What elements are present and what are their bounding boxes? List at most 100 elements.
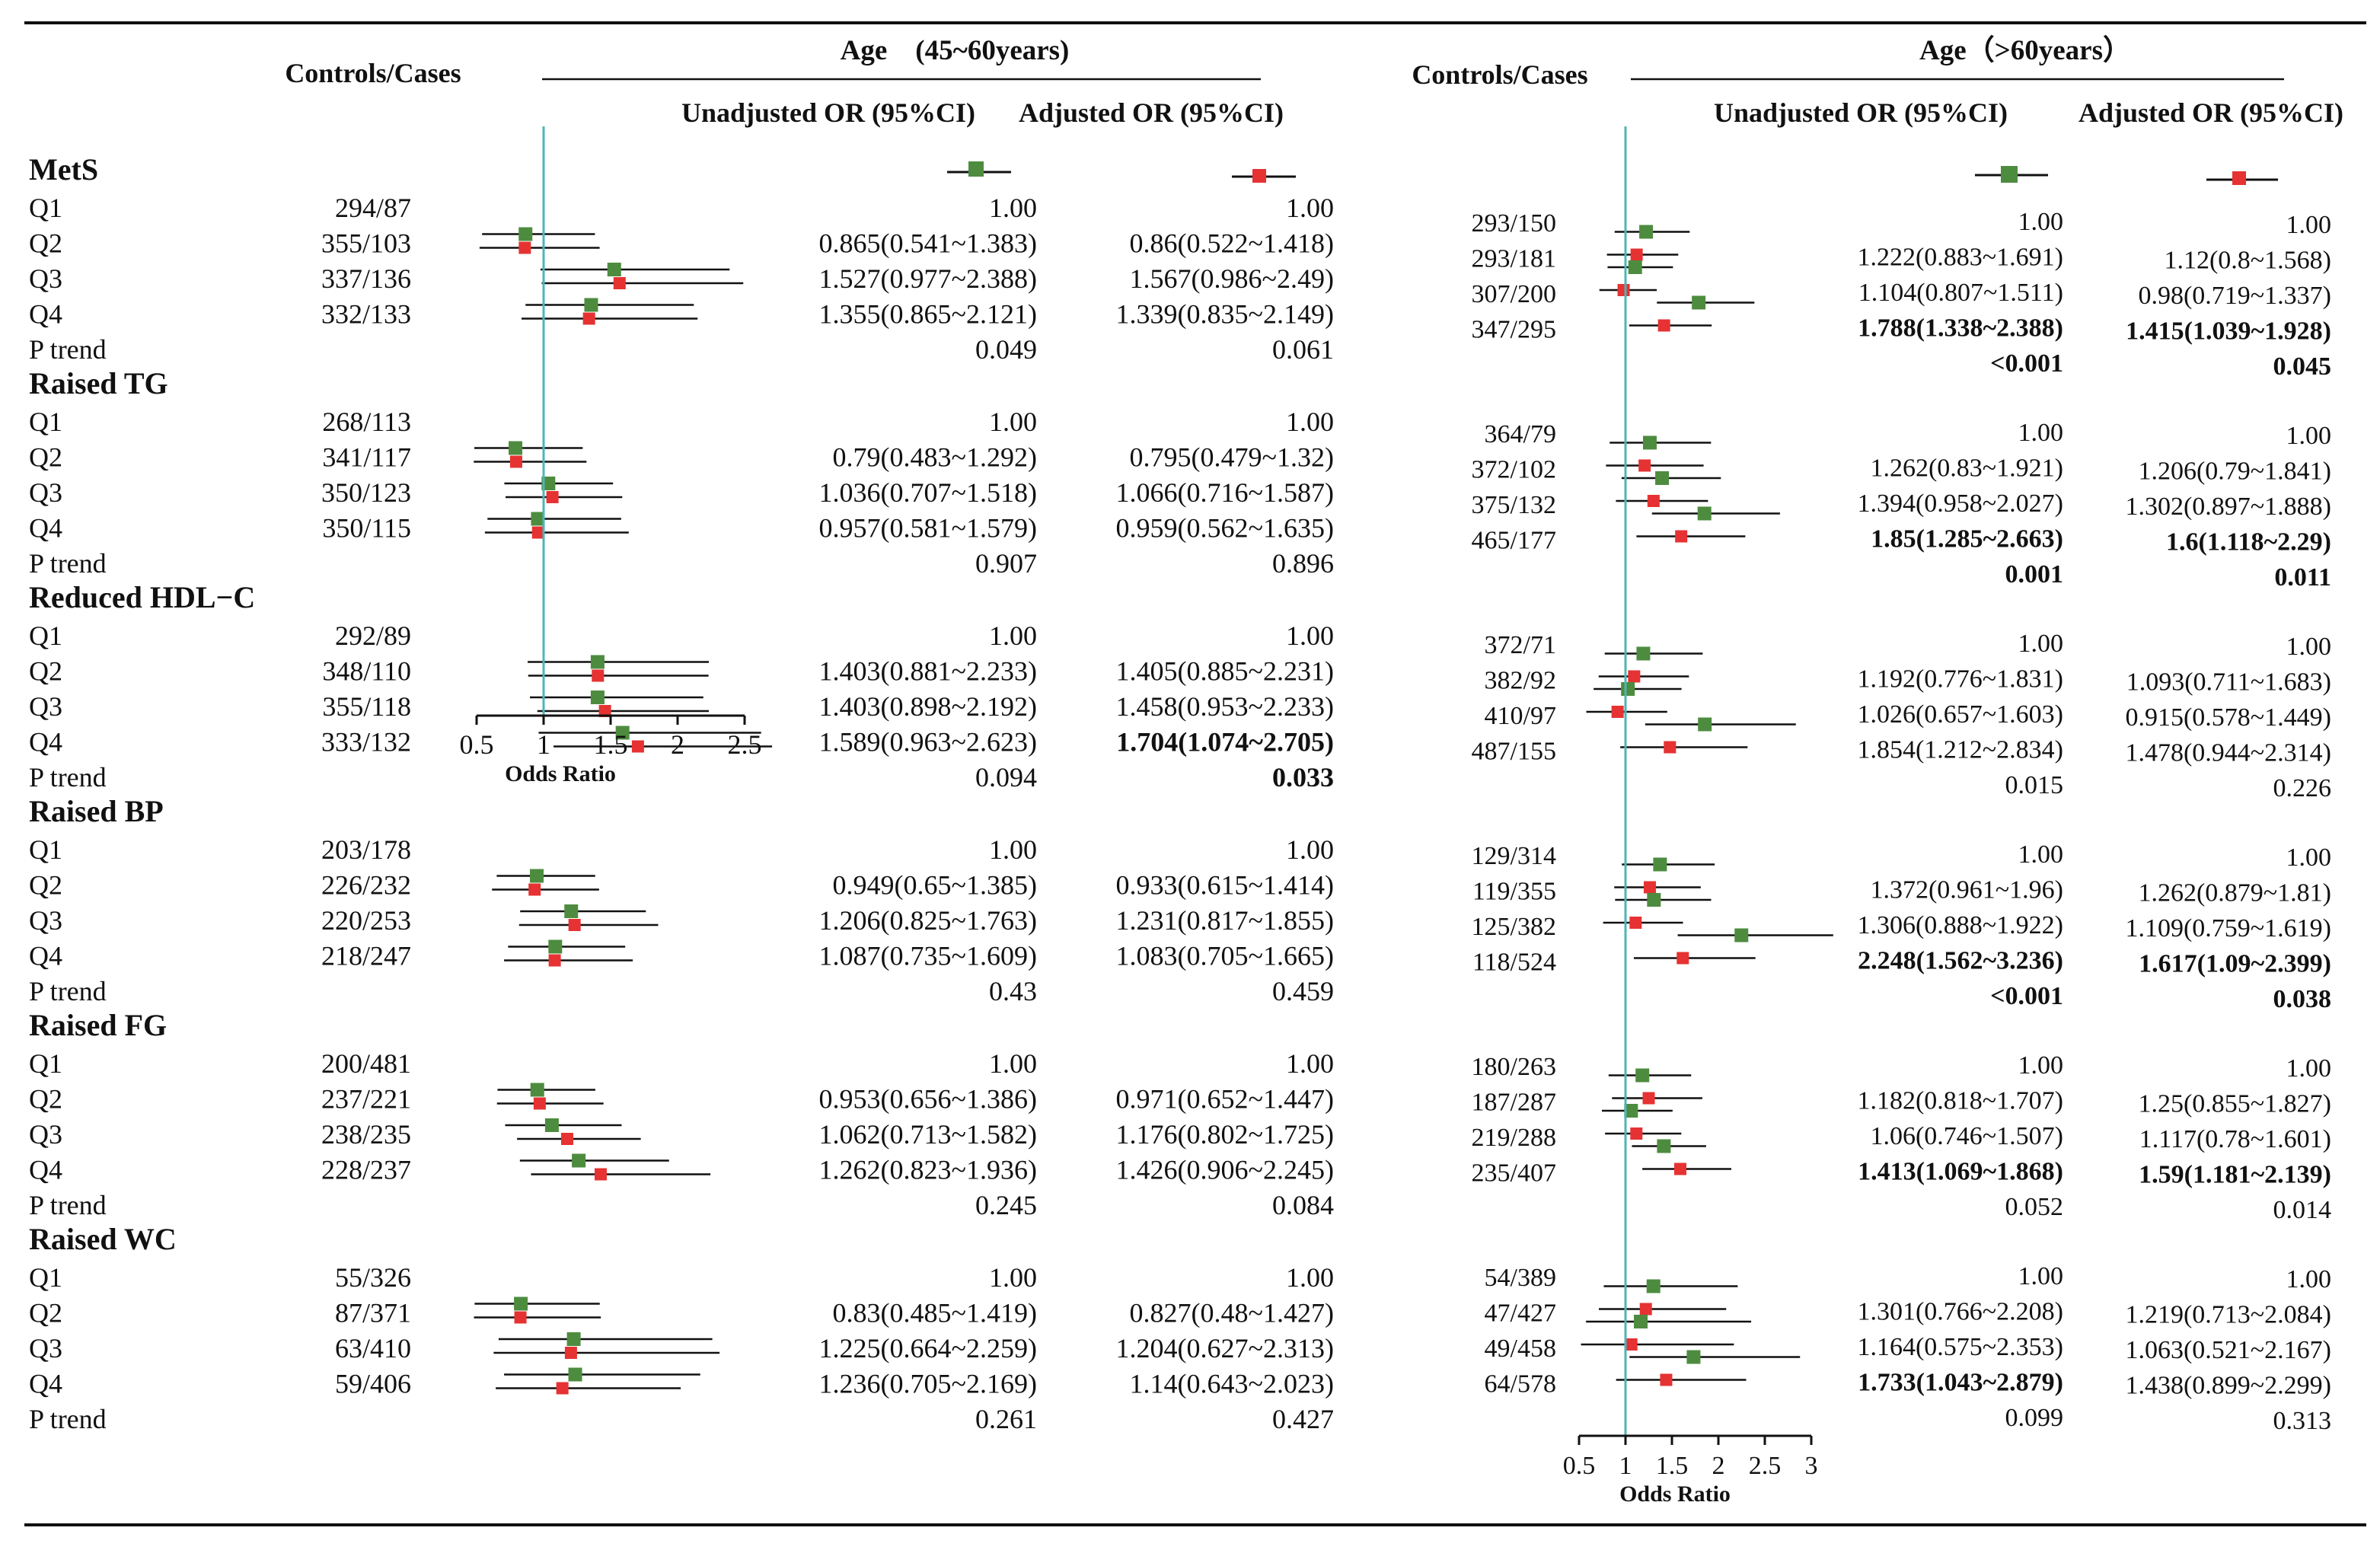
- right-x-tick-label: 1: [1619, 1452, 1632, 1480]
- right-controls-cases: 465/177: [1472, 527, 1556, 555]
- right-x-tick-label: 2.5: [1749, 1452, 1782, 1480]
- right-controls-cases: 382/92: [1485, 667, 1556, 695]
- left-unadjusted-or: 1.403(0.898~2.192): [819, 691, 1037, 722]
- left-adjusted-or: 0.896: [1272, 548, 1334, 579]
- left-adjusted-or: 1.14(0.643~2.023): [1130, 1369, 1334, 1399]
- right-adjusted-or: 1.478(0.944~2.314): [2125, 739, 2331, 767]
- right-adjusted-or: 0.226: [2273, 774, 2332, 802]
- left-adjusted-point: [598, 705, 611, 717]
- right-unadjusted-or: 2.248(1.562~3.236): [1858, 947, 2063, 975]
- right-unadjusted-point: [1646, 1279, 1661, 1293]
- left-controls-cases: 228/237: [321, 1155, 411, 1185]
- right-controls-cases: 364/79: [1485, 420, 1556, 448]
- left-unadjusted-or: 1.00: [989, 193, 1037, 223]
- left-adjusted-point: [564, 1347, 577, 1359]
- left-unadjusted-or: 0.953(0.656~1.386): [819, 1084, 1037, 1115]
- left-controls-cases: 226/232: [321, 870, 411, 901]
- left-group-title: Raised FG: [29, 1008, 167, 1042]
- right-adjusted-or: 1.617(1.09~2.399): [2139, 950, 2331, 978]
- left-adjusted-point: [528, 883, 541, 896]
- left-unadjusted-point: [541, 477, 556, 490]
- left-unadjusted-point: [548, 939, 563, 954]
- left-unadjusted-point: [590, 690, 605, 704]
- left-adjusted-or: 0.061: [1272, 334, 1334, 365]
- right-controls-cases: 410/97: [1485, 702, 1556, 730]
- right-adjusted-or: 1.00: [2286, 844, 2332, 872]
- left-unadjusted-point: [607, 263, 621, 276]
- left-x-tick-label: 2.5: [728, 729, 762, 760]
- left-controls-cases: 238/235: [321, 1119, 411, 1150]
- left-adjusted-point: [592, 669, 605, 682]
- left-group-title: Reduced HDL−C: [29, 580, 255, 614]
- right-adjusted-point: [1638, 459, 1651, 472]
- right-unadjusted-or: 0.015: [2005, 771, 2064, 799]
- right-unadjusted-point: [1657, 1139, 1671, 1153]
- left-row-label: Q3: [29, 905, 62, 936]
- left-x-tick-label: 1: [537, 729, 550, 760]
- left-unadjusted-or: 1.589(0.963~2.623): [819, 727, 1037, 757]
- left-controls-cases: 341/117: [322, 442, 411, 473]
- left-adjusted-point: [533, 1097, 546, 1110]
- right-adjusted-point: [1642, 1092, 1655, 1105]
- right-x-tick-label: 1.5: [1656, 1452, 1689, 1480]
- left-row-label: Q4: [29, 941, 62, 971]
- left-unadjusted-or: 1.087(0.735~1.609): [819, 941, 1037, 971]
- left-unadjusted-or: 1.236(0.705~2.169): [819, 1369, 1037, 1399]
- left-unadjusted-point: [530, 1083, 544, 1097]
- right-panel-title: Age（>60years）: [1919, 34, 2131, 66]
- left-unadjusted-point: [509, 441, 523, 455]
- right-adjusted-or: 1.063(0.521~2.167): [2125, 1336, 2331, 1364]
- left-row-label: Q4: [29, 299, 62, 330]
- left-unadjusted-or: 0.907: [975, 548, 1037, 579]
- right-controls-cases: 293/181: [1472, 245, 1556, 273]
- left-adjusted-or: 1.405(0.885~2.231): [1116, 656, 1334, 687]
- right-unadjusted-or: 1.164(0.575~2.353): [1857, 1333, 2063, 1361]
- left-adjusted-point: [568, 919, 581, 931]
- right-unadjusted-or: 1.413(1.069~1.868): [1858, 1158, 2063, 1186]
- left-controls-cases: 203/178: [321, 834, 411, 865]
- right-adjusted-point: [1639, 1303, 1652, 1316]
- left-adjusted-or: 0.084: [1272, 1190, 1334, 1220]
- left-adjusted-or: 1.339(0.835~2.149): [1116, 299, 1334, 330]
- left-unadjusted-or: 1.403(0.881~2.233): [819, 656, 1037, 687]
- right-unadjusted-or: 1.192(0.776~1.831): [1857, 665, 2063, 694]
- left-controls-cases: 218/247: [321, 941, 411, 971]
- left-row-label: Q1: [29, 1262, 62, 1293]
- right-controls-cases: 125/382: [1472, 913, 1556, 941]
- left-adjusted-point: [548, 954, 561, 967]
- left-adjusted-point: [631, 740, 644, 753]
- right-unadjusted-or: 1.394(0.958~2.027): [1857, 490, 2063, 518]
- left-unadjusted-point: [615, 726, 630, 740]
- left-panel-title: Age (45~60years): [841, 35, 1070, 66]
- left-adjusted-or: 1.458(0.953~2.233): [1116, 691, 1334, 722]
- left-adjusted-or: 1.231(0.817~1.855): [1116, 905, 1334, 936]
- right-unadjusted-or: 1.788(1.338~2.388): [1858, 314, 2063, 343]
- left-row-label: Q2: [29, 1298, 62, 1328]
- left-row-label: Q1: [29, 1048, 62, 1079]
- left-row-label: Q3: [29, 1119, 62, 1150]
- left-row-label: P trend: [29, 976, 107, 1006]
- left-adjusted-or: 0.427: [1272, 1404, 1334, 1434]
- right-unadjusted-point: [1647, 893, 1661, 907]
- left-unadjusted-or: 0.949(0.65~1.385): [833, 870, 1037, 901]
- left-group-title: Raised WC: [29, 1222, 177, 1256]
- right-controls-cases: 47/427: [1485, 1300, 1556, 1328]
- right-adjusted-or: 0.915(0.578~1.449): [2125, 703, 2331, 732]
- left-controls-cases-header: Controls/Cases: [285, 58, 461, 88]
- right-unadjusted-or: 1.182(0.818~1.707): [1857, 1087, 2063, 1115]
- left-controls-cases: 87/371: [335, 1298, 411, 1328]
- left-row-label: Q4: [29, 513, 62, 544]
- left-row-label: Q1: [29, 834, 62, 865]
- right-unadjusted-point: [1624, 1104, 1638, 1118]
- left-adjusted-or: 1.176(0.802~1.725): [1116, 1119, 1334, 1150]
- left-unadjusted-or: 0.245: [975, 1190, 1037, 1220]
- left-adjusted-or: 1.00: [1286, 407, 1334, 437]
- right-unadjusted-header: Unadjusted OR (95%CI): [1714, 97, 2008, 128]
- left-unadjusted-header: Unadjusted OR (95%CI): [681, 97, 975, 128]
- right-unadjusted-or: 1.854(1.212~2.834): [1857, 736, 2063, 764]
- left-row-label: P trend: [29, 548, 107, 579]
- right-adjusted-or: 0.98(0.719~1.337): [2138, 282, 2331, 310]
- left-row-label: P trend: [29, 1404, 107, 1434]
- left-adjusted-or: 1.567(0.986~2.49): [1130, 263, 1334, 294]
- left-unadjusted-or: 1.036(0.707~1.518): [819, 477, 1037, 508]
